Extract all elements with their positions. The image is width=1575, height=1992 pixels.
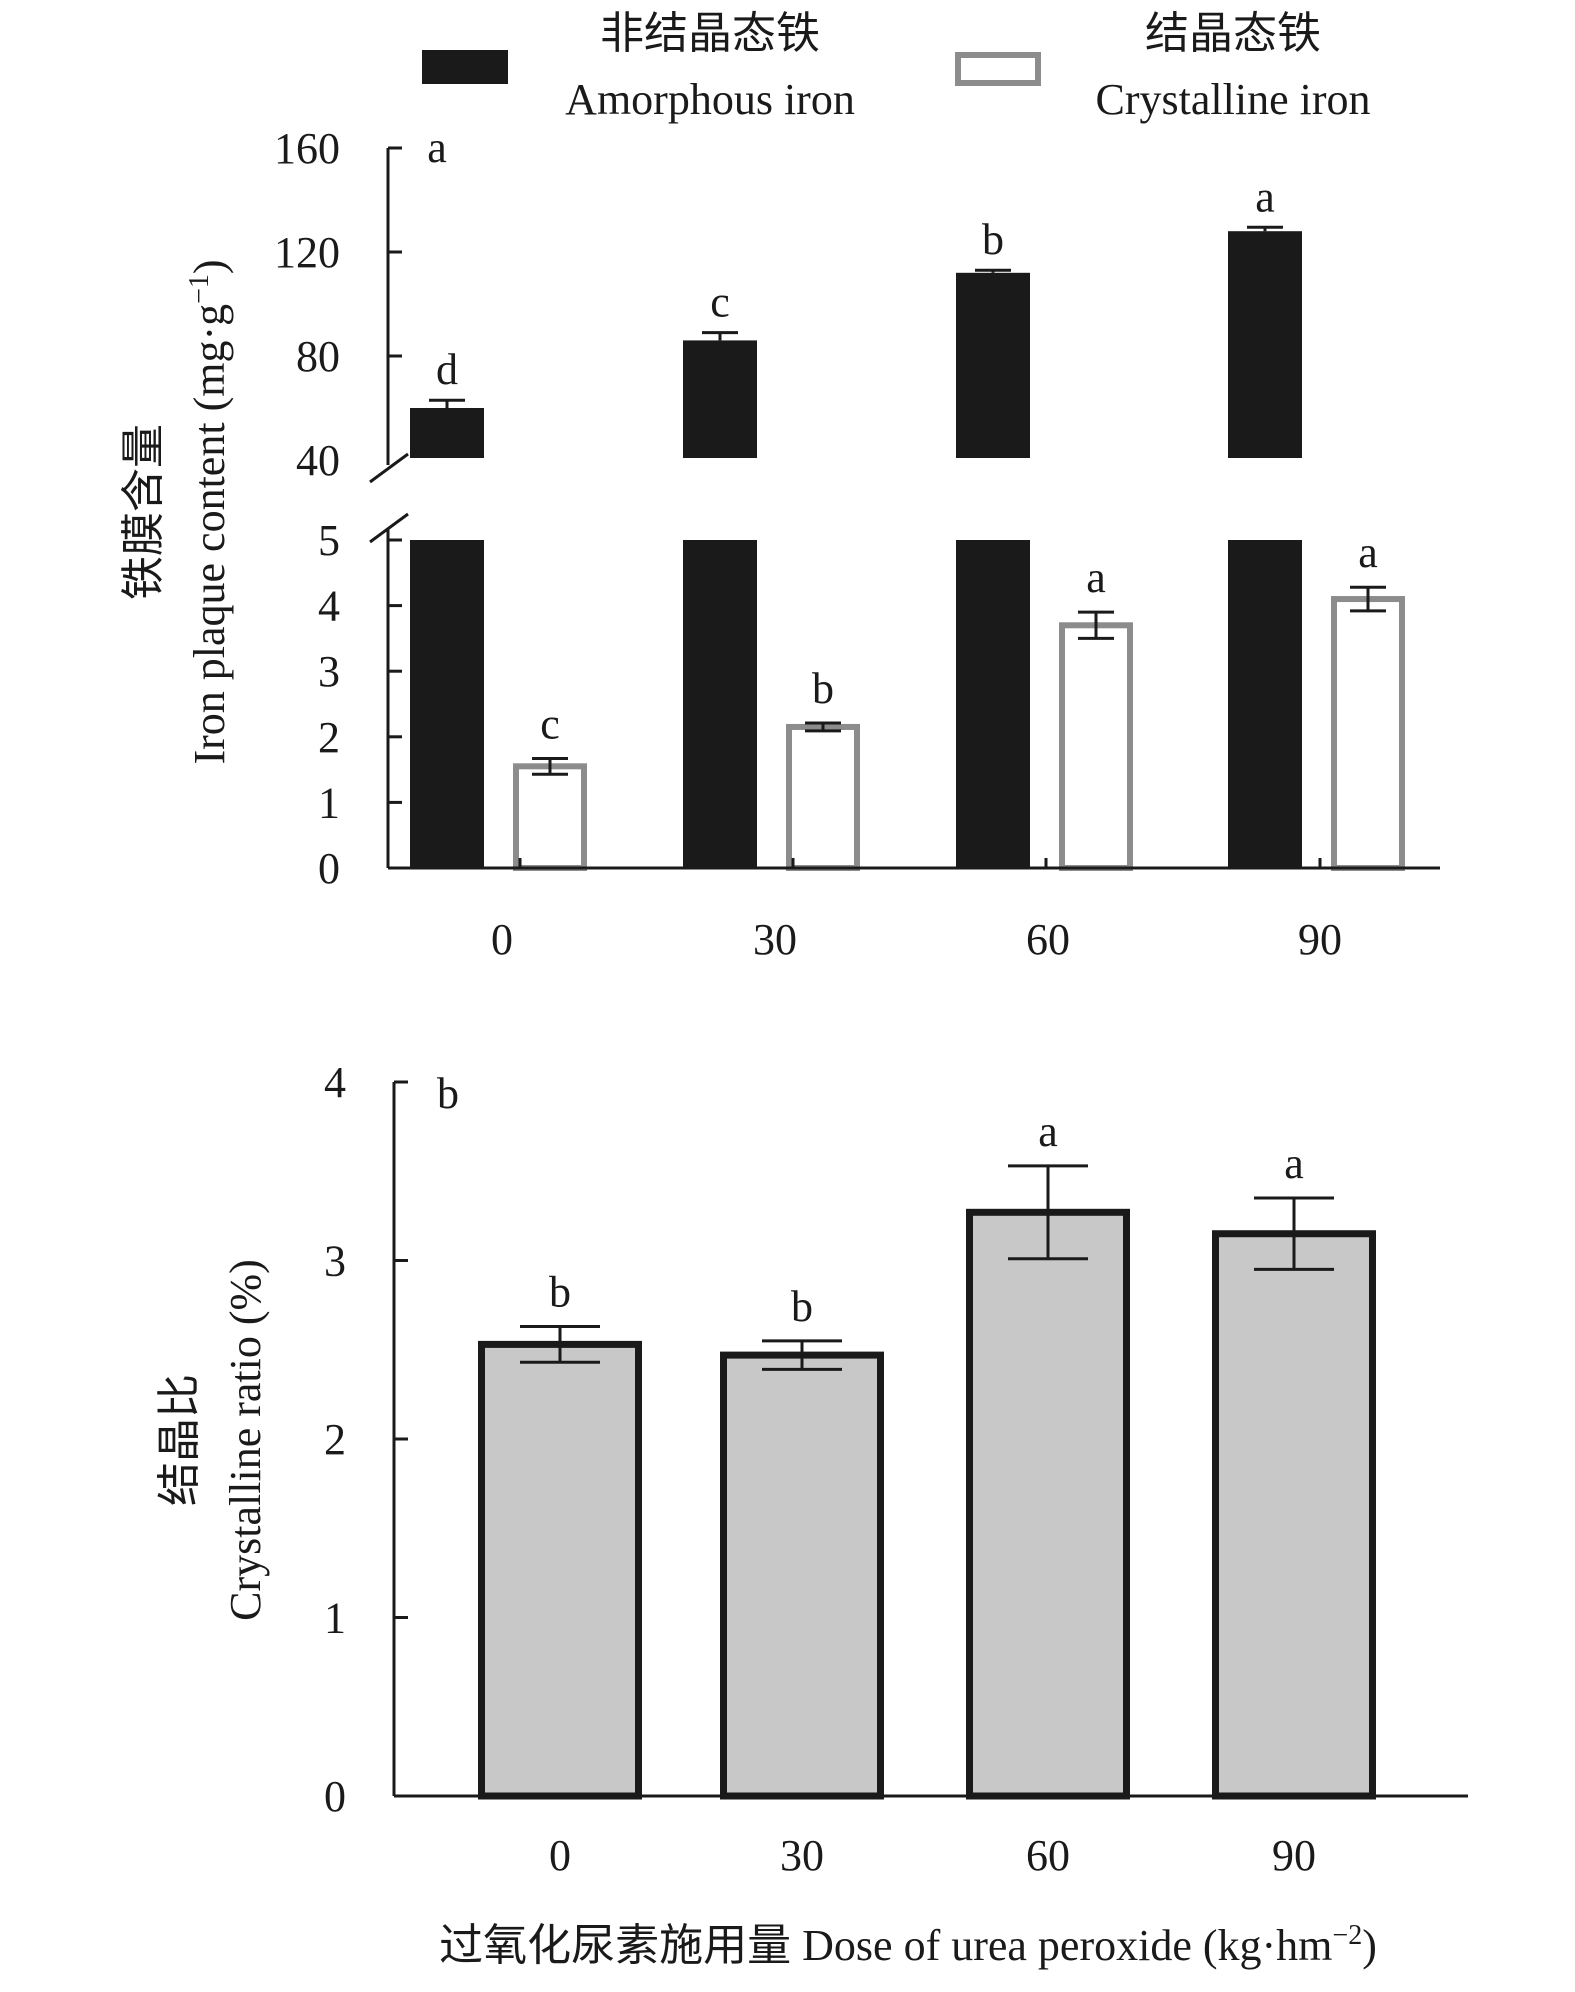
panel-a-x-tick-label: 0 <box>491 915 513 964</box>
legend-label-amorphous-cn: 非结晶态铁 <box>600 9 820 58</box>
amorphous-bar-lower-segment <box>1228 540 1302 868</box>
panel-b-y-tick-label: 4 <box>324 1058 346 1107</box>
panel-a-lower-tick-label: 2 <box>318 713 340 762</box>
crystalline-bar <box>786 723 860 872</box>
panel-b-x-axis: 0 30 60 90 <box>394 1794 1468 1880</box>
panel-a-upper-tick-label: 40 <box>296 436 340 485</box>
panel-b-xlabel-sup: −2 <box>1332 1920 1362 1951</box>
panel-b-x-tick-label: 60 <box>1026 1831 1070 1880</box>
panel-b-xlabel-main: 过氧化尿素施用量 Dose of urea peroxide (kg·hm <box>439 1921 1332 1970</box>
panel-b: b 0 1 2 3 4 b b a a 0 30 60 90 结晶比 Crystalline rat… <box>155 1058 1468 1970</box>
panel-a-lower-axis: 0 1 2 3 4 5 <box>318 512 409 893</box>
panel-b-y-tick-label: 1 <box>324 1594 346 1643</box>
panel-a-x-tick-label: 60 <box>1026 915 1070 964</box>
ratio-significance-letter: a <box>1284 1139 1304 1188</box>
panel-b-y-tick-label: 0 <box>324 1772 346 1821</box>
panel-a-lower-tick-label: 3 <box>318 647 340 696</box>
panel-a-upper-tick-label: 80 <box>296 332 340 381</box>
legend: 非结晶态铁 Amorphous iron 结晶态铁 Crystalline ir… <box>422 9 1370 124</box>
amorphous-bar-lower-segment <box>683 540 757 868</box>
panel-a-upper-tick-label: 120 <box>274 228 340 277</box>
panel-b-xlabel-close: ) <box>1362 1921 1377 1970</box>
amorphous-significance-letter: b <box>982 215 1004 264</box>
panel-a-bars: d c b a c b a a <box>410 172 1405 872</box>
legend-swatch-crystalline <box>955 52 1041 86</box>
legend-label-amorphous-en: Amorphous iron <box>565 75 855 124</box>
crystalline-ratio-bar <box>1212 1230 1376 1800</box>
crystalline-significance-letter: c <box>540 699 560 748</box>
ratio-significance-letter: a <box>1038 1107 1058 1156</box>
panel-b-ylabel-en: Crystalline ratio (%) <box>221 1259 270 1621</box>
crystalline-significance-letter: a <box>1358 528 1378 577</box>
panel-b-y-tick-label: 3 <box>324 1237 346 1286</box>
panel-b-ylabel-cn: 结晶比 <box>155 1374 204 1506</box>
panel-a-x-tick-label: 30 <box>753 915 797 964</box>
crystalline-ratio-bar <box>720 1351 884 1800</box>
ratio-significance-letter: b <box>791 1282 813 1331</box>
panel-a: a 40 80 120 160 0 1 2 3 4 5 d c b a c b a a 0 30 60 90 铁膜含… <box>119 123 1440 964</box>
amorphous-significance-letter: c <box>710 278 730 327</box>
panel-b-y-tick-label: 2 <box>324 1415 346 1464</box>
panel-a-axis-break-mark-lower <box>369 512 409 544</box>
crystalline-significance-letter: a <box>1086 553 1106 602</box>
panel-a-lower-tick-label: 5 <box>318 516 340 565</box>
panel-b-x-tick-label: 0 <box>549 1831 571 1880</box>
crystalline-ratio-bar <box>478 1340 642 1800</box>
amorphous-bar <box>683 340 757 458</box>
panel-b-y-axis: 0 1 2 3 4 <box>324 1058 408 1821</box>
legend-label-crystalline-cn: 结晶态铁 <box>1145 9 1321 58</box>
panel-a-lower-tick-label: 1 <box>318 778 340 827</box>
panel-a-ylabel-cn: 铁膜含量 <box>119 424 168 600</box>
crystalline-significance-letter: b <box>812 664 834 713</box>
amorphous-significance-letter: d <box>436 345 458 394</box>
crystalline-bar <box>1331 596 1405 871</box>
panel-a-lower-tick-label: 4 <box>318 582 340 631</box>
panel-a-upper-tick-label: 160 <box>274 124 340 173</box>
panel-a-label: a <box>427 123 447 172</box>
amorphous-bar <box>1228 231 1302 458</box>
panel-a-ylabel-en-main: Iron plaque content (mg·g <box>185 304 234 765</box>
panel-a-axis-break-mark-upper <box>369 452 409 484</box>
amorphous-bar-lower-segment <box>956 540 1030 868</box>
panel-a-x-axis: 0 30 60 90 <box>388 858 1440 964</box>
ratio-significance-letter: b <box>549 1268 571 1317</box>
panel-b-xlabel: 过氧化尿素施用量 Dose of urea peroxide (kg·hm−2) <box>439 1920 1377 1970</box>
panel-a-x-tick-label: 90 <box>1298 915 1342 964</box>
crystalline-ratio-bar <box>966 1208 1130 1800</box>
amorphous-bar-lower-segment <box>410 540 484 868</box>
panel-a-lower-tick-label: 0 <box>318 844 340 893</box>
panel-b-x-tick-label: 30 <box>780 1831 824 1880</box>
amorphous-significance-letter: a <box>1255 172 1275 221</box>
crystalline-bar <box>1059 622 1133 872</box>
panel-a-ylabel-en: Iron plaque content (mg·g−1) <box>184 259 234 764</box>
legend-swatch-amorphous <box>422 50 508 84</box>
amorphous-bar <box>956 272 1030 458</box>
panel-b-x-tick-label: 90 <box>1272 1831 1316 1880</box>
panel-b-bars: b b a a <box>478 1107 1376 1800</box>
panel-a-upper-axis: 40 80 120 160 <box>274 124 409 485</box>
crystalline-bar <box>513 763 587 872</box>
panel-a-ylabel-en-close: ) <box>185 259 234 274</box>
amorphous-bar <box>410 408 484 458</box>
panel-a-ylabel-en-sup: −1 <box>184 274 215 304</box>
legend-label-crystalline-en: Crystalline iron <box>1096 75 1371 124</box>
panel-b-label: b <box>437 1069 459 1118</box>
